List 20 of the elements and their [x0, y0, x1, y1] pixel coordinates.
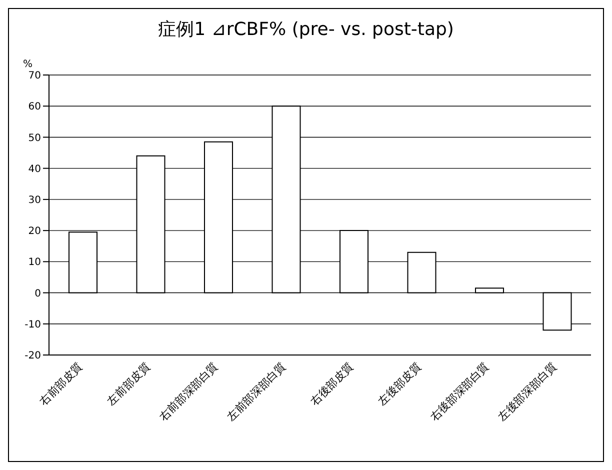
x-tick-label: 右後部皮質 — [308, 360, 356, 408]
x-tick-label: 右後部深部白質 — [428, 360, 492, 424]
x-tick-label: 左前部皮質 — [104, 360, 153, 408]
y-tick-label: 10 — [28, 257, 41, 268]
y-tick-label: 50 — [28, 132, 41, 144]
x-tick-label: 左後部深部白質 — [496, 360, 560, 424]
chart-title: 症例1 ⊿rCBF% (pre- vs. post-tap) — [157, 18, 455, 42]
y-tick-label: 0 — [34, 288, 41, 300]
y-tick-label: -10 — [24, 319, 41, 330]
y-tick-label: 70 — [28, 70, 41, 82]
y-axis-title: % — [23, 59, 33, 70]
x-tick-label: 右前部皮質 — [36, 360, 85, 408]
x-tick-label: 左後部皮質 — [376, 360, 424, 408]
y-tick-label: -20 — [24, 350, 41, 362]
y-tick-label: 60 — [28, 102, 41, 113]
x-tick-label: 左前部深部白質 — [224, 360, 288, 424]
y-tick-label: 30 — [28, 194, 41, 206]
y-tick-label: 20 — [28, 226, 41, 238]
x-tick-label: 右前部深部白質 — [156, 360, 220, 424]
y-tick-label: 40 — [28, 164, 41, 175]
